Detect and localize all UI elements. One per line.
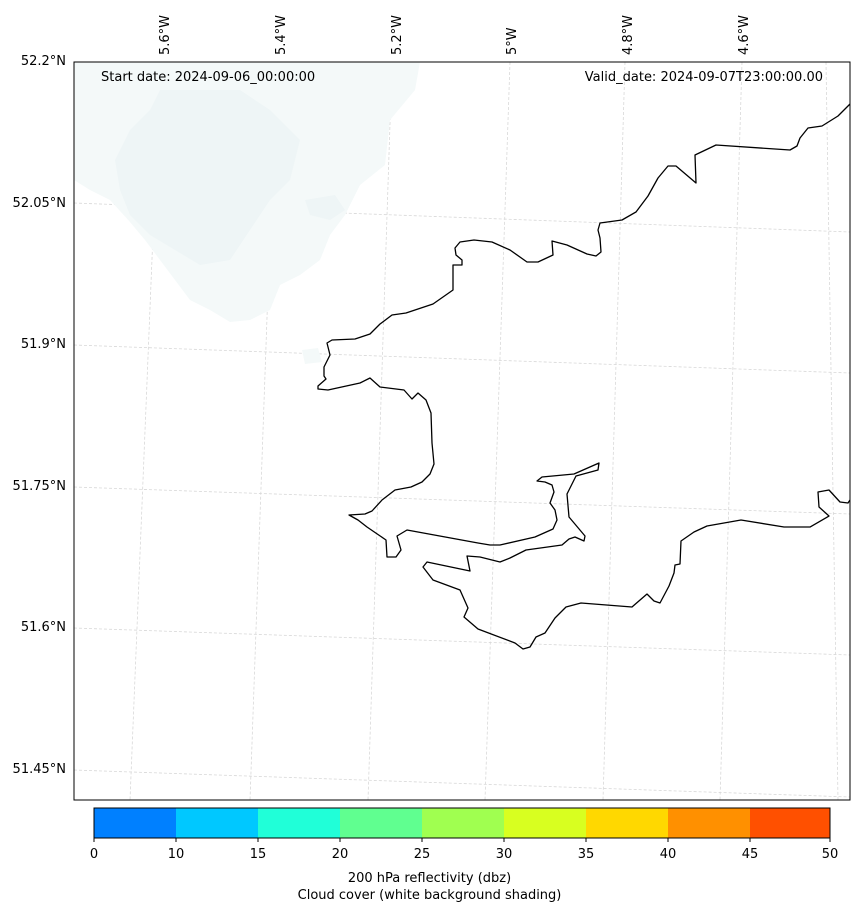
colorbar-tick-label: 10 [168,847,185,862]
colorbar-tick-label: 35 [578,847,595,862]
graticule [73,61,851,801]
colorbar-tick-label: 45 [742,847,759,862]
cloud-patch [78,135,98,152]
colorbar-segment [258,808,340,838]
start-date-label: Start date: 2024-09-06_00:00:00 [101,70,316,85]
map-frame [73,61,851,801]
lat-label: 52.05°N [13,196,66,211]
lat-label: 51.6°N [21,620,66,635]
lon-label: 5.6°W [158,15,173,55]
colorbar-title: 200 hPa reflectivity (dbz) [347,871,512,886]
cloud-patch [305,195,345,220]
colorbar-segment [340,808,422,838]
meridian-line [825,61,839,801]
cloud-patch [302,348,322,364]
colorbar-tick-label: 50 [822,847,839,862]
coastline [317,103,851,650]
colorbar-segment [422,808,504,838]
parallel-line [73,486,851,515]
lon-label: 5.2°W [390,15,405,55]
meridian-line [249,61,277,801]
colorbar-tick-label: 20 [332,847,349,862]
colorbar-tick-label: 0 [90,847,98,862]
colorbar-tick-label: 15 [250,847,267,862]
meridian-line [602,61,626,801]
lat-label: 51.45°N [13,762,66,777]
parallel-line [73,627,851,656]
parallel-line [73,202,851,233]
longitude-labels: 5.6°W 5.4°W 5.2°W 5°W 4.8°W 4.6°W [158,15,752,55]
lat-label: 52.2°N [21,54,66,69]
colorbar-frame [93,807,831,839]
parallel-line [73,769,851,798]
colorbar-segment [94,808,176,838]
colorbar: 0 10 15 20 25 30 35 40 45 50 [90,807,839,862]
colorbar-segment [668,808,750,838]
colorbar-segment [176,808,258,838]
meridian-line [367,61,393,801]
latitude-labels: 52.2°N 52.05°N 51.9°N 51.75°N 51.6°N 51.… [13,54,66,777]
lat-label: 51.9°N [21,337,66,352]
colorbar-tick-label: 25 [414,847,431,862]
coastline-main [317,103,851,650]
lat-label: 51.75°N [13,479,66,494]
colorbar-tick-label: 30 [496,847,513,862]
lon-label: 5°W [505,27,520,55]
cloud-cover-shading [74,62,420,364]
meridian-line [719,61,743,801]
colorbar-subtitle: Cloud cover (white background shading) [297,888,562,903]
colorbar-segment [750,808,830,838]
lon-label: 4.8°W [621,15,636,55]
meridian-line [484,61,511,801]
valid-date-label: Valid_date: 2024-09-07T23:00:00.00 [584,70,823,85]
lon-label: 4.6°W [737,15,752,55]
colorbar-segment [504,808,586,838]
cloud-region-inner [115,90,300,265]
colorbar-tick-label: 40 [660,847,677,862]
meridian-line [129,61,161,801]
lon-label: 5.4°W [274,15,289,55]
colorbar-segment [586,808,668,838]
parallel-line [73,344,851,374]
